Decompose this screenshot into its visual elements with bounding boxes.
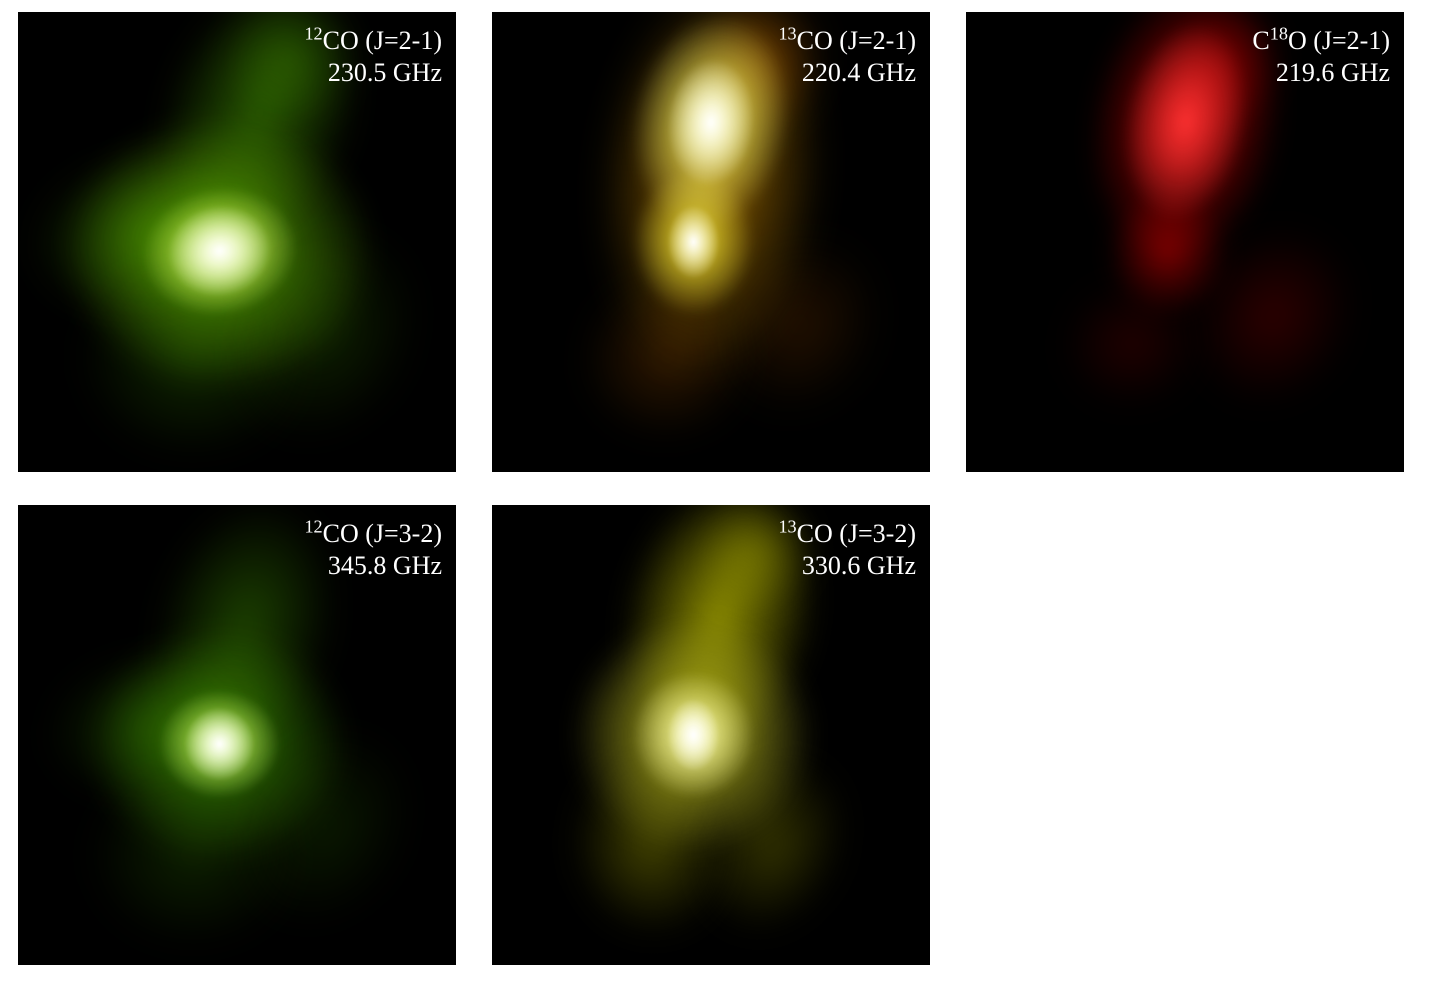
emission-blob xyxy=(556,741,743,950)
molecule-line: 13CO (J=2-1) xyxy=(778,26,916,55)
emission-blob xyxy=(1158,197,1387,435)
emission-blob xyxy=(667,205,720,279)
molecule-line: 12CO (J=3-2) xyxy=(304,519,442,548)
frequency-line: 345.8 GHz xyxy=(304,550,442,583)
frequency-line: 330.6 GHz xyxy=(778,550,916,583)
emission-blob xyxy=(194,195,456,472)
emission-blob xyxy=(88,625,351,864)
emission-blob xyxy=(160,197,279,306)
panel-label: 13CO (J=2-1) 220.4 GHz xyxy=(778,22,916,90)
emission-blob xyxy=(18,130,285,336)
emission-blob xyxy=(667,698,720,772)
emission-blob xyxy=(131,174,309,328)
emission-blob xyxy=(88,763,298,947)
panel-12co-j32: 12CO (J=3-2) 345.8 GHz xyxy=(18,505,456,965)
emission-blob xyxy=(79,256,307,458)
panel-13co-j21: 13CO (J=2-1) 220.4 GHz xyxy=(492,12,930,472)
emission-blob xyxy=(33,635,266,816)
panel-label: 13CO (J=3-2) 330.6 GHz xyxy=(778,515,916,583)
co-emission-figure: 12CO (J=2-1) 230.5 GHz 13CO (J=2-1) 220.… xyxy=(0,0,1440,990)
emission-blob xyxy=(158,689,281,799)
panel-label: 12CO (J=3-2) 345.8 GHz xyxy=(304,515,442,583)
emission-blob xyxy=(670,732,875,958)
panel-c18o-j21: C18O (J=2-1) 219.6 GHz xyxy=(966,12,1404,472)
emission-blob xyxy=(1106,187,1229,316)
emission-blob xyxy=(684,206,913,444)
emission-blob xyxy=(1052,268,1212,419)
emission-blob xyxy=(184,707,254,781)
panel-label: 12CO (J=2-1) 230.5 GHz xyxy=(304,22,442,90)
emission-blob xyxy=(632,671,755,800)
emission-blob xyxy=(1107,12,1263,233)
emission-blob xyxy=(62,113,377,389)
panel-label: C18O (J=2-1) 219.6 GHz xyxy=(1252,22,1390,90)
frequency-line: 219.6 GHz xyxy=(1252,57,1390,90)
emission-blob xyxy=(571,615,816,854)
emission-blob xyxy=(632,168,755,315)
frequency-line: 220.4 GHz xyxy=(778,57,916,90)
emission-blob xyxy=(662,54,760,190)
emission-blob xyxy=(561,254,773,459)
panel-13co-j32: 13CO (J=3-2) 330.6 GHz xyxy=(492,505,930,965)
molecule-line: 13CO (J=3-2) xyxy=(778,519,916,548)
frequency-line: 230.5 GHz xyxy=(304,57,442,90)
molecule-line: C18O (J=2-1) xyxy=(1252,26,1390,55)
panel-12co-j21: 12CO (J=2-1) 230.5 GHz xyxy=(18,12,456,472)
emission-blob xyxy=(206,700,444,954)
molecule-line: 12CO (J=2-1) xyxy=(304,26,442,55)
